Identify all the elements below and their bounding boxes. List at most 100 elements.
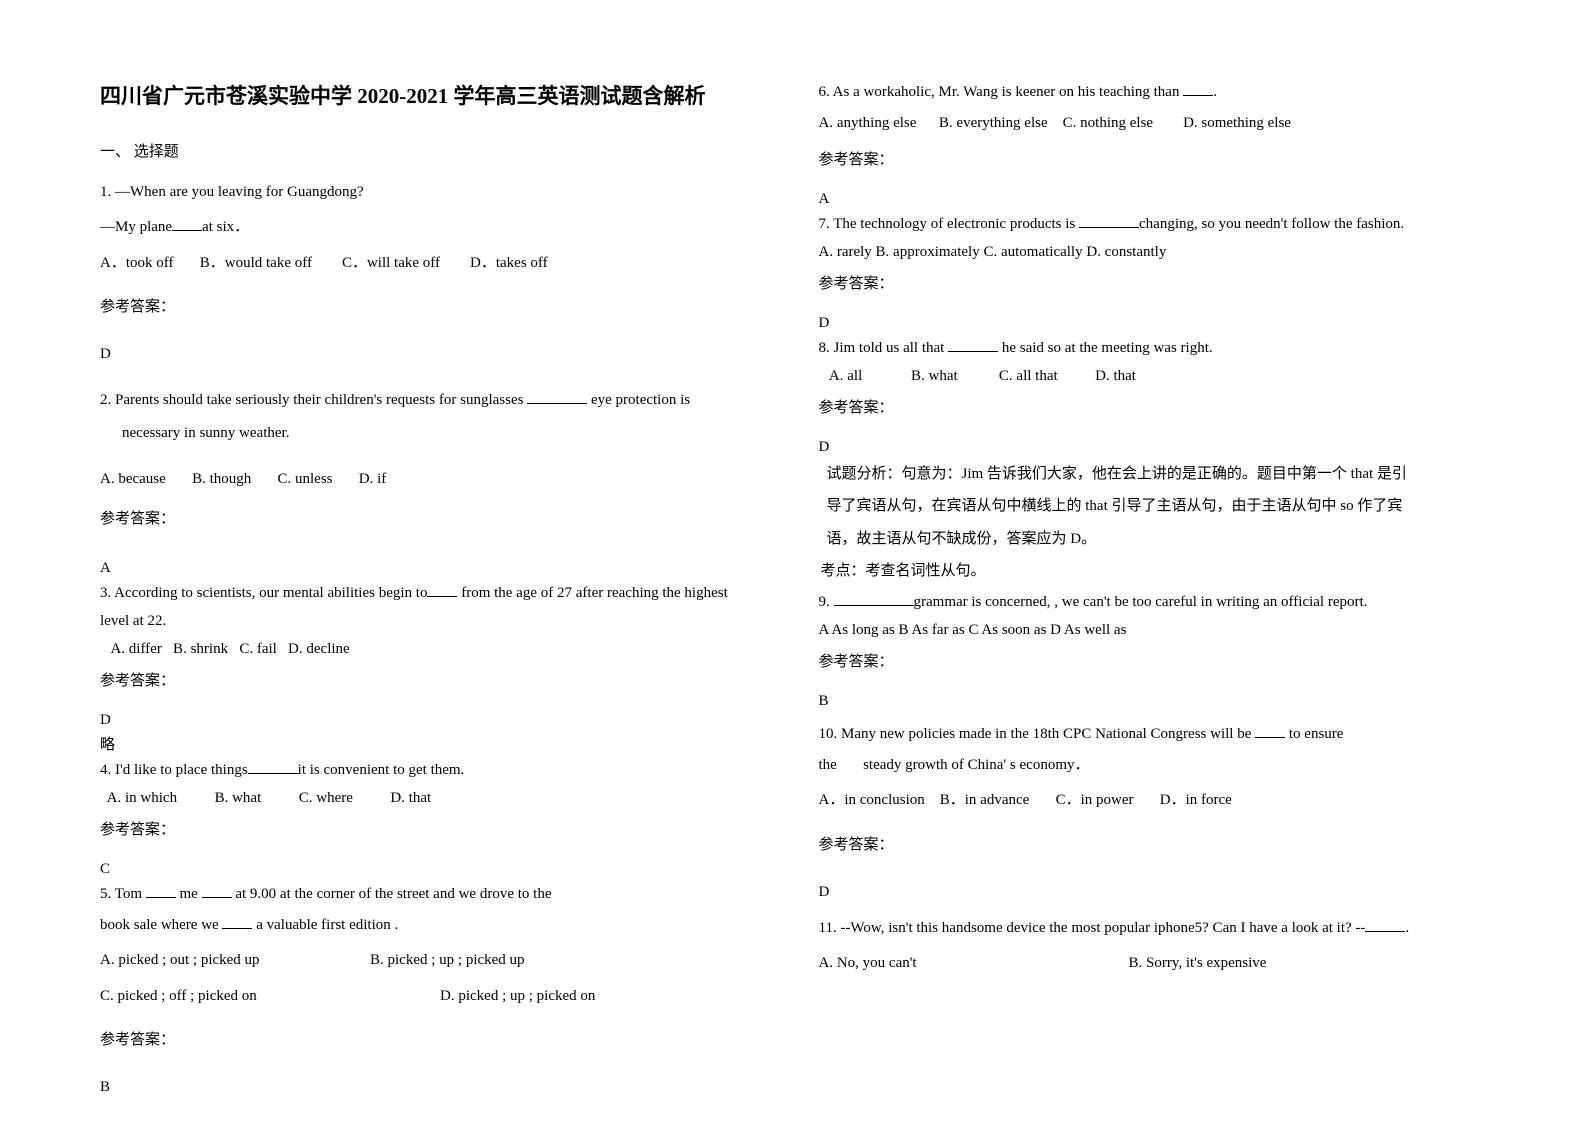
q10-answer: D [819, 884, 1498, 901]
q9-line1b: grammar is concerned, , we can't be too … [914, 594, 1368, 610]
blank [222, 915, 252, 929]
q5-options-row2: C. picked ; off ; picked on D. picked ; … [100, 981, 779, 1013]
q11-options: A. No, you can't B. Sorry, it's expensiv… [819, 948, 1498, 980]
q9-line1: 9. grammar is concerned, , we can't be t… [819, 590, 1498, 614]
q5-answer: B [100, 1079, 779, 1096]
q8-analysis3: 语，故主语从句不缺成份，答案应为 D。 [819, 525, 1498, 554]
q3-line1b: from the age of 27 after reaching the hi… [461, 585, 728, 601]
q7-line1-text: 7. The technology of electronic products… [819, 216, 1080, 232]
q9-answer: B [819, 693, 1498, 710]
q1-optA: A．took off [100, 255, 173, 271]
left-column: 四川省广元市苍溪实验中学 2020-2021 学年高三英语测试题含解析 一、 选… [100, 80, 779, 1082]
q5-line2: book sale where we a valuable first edit… [100, 910, 779, 942]
q1-line1: 1. —When are you leaving for Guangdong? [100, 177, 779, 209]
blank [1183, 82, 1213, 96]
q4-line1-text: 4. I'd like to place things [100, 762, 248, 778]
q1-options: A．took off B．would take off C．will take … [100, 248, 779, 280]
section-heading: 一、 选择题 [100, 140, 779, 161]
q5-line2b: a valuable first edition . [252, 917, 398, 933]
q1-answer-label: 参考答案： [100, 295, 779, 316]
q9-line1-text: 9. [819, 594, 834, 610]
q2-optC: C. unless [278, 471, 333, 487]
q4-options: A. in which B. what C. where D. that [100, 786, 779, 810]
q10-line1b: to ensure [1285, 726, 1343, 742]
q2-options: A. because B. though C. unless D. if [100, 467, 779, 491]
q3-opts: A. differ B. shrink C. fail D. decline [110, 641, 349, 657]
q10-optB: B．in advance [940, 792, 1030, 808]
blank [1079, 214, 1139, 228]
q5-optD: D. picked ; up ; picked on [440, 981, 595, 1013]
q11-optA: A. No, you can't [819, 948, 1129, 980]
q6-options: A. anything else B. everything else C. n… [819, 108, 1498, 140]
q3-answer-label: 参考答案： [100, 669, 779, 690]
q1-optB: B．would take off [200, 255, 312, 271]
q11-line1: 11. --Wow, isn't this handsome device th… [819, 913, 1498, 945]
q8-answer-label: 参考答案： [819, 396, 1498, 417]
q10-optA: A．in conclusion [819, 792, 925, 808]
q10-optC: C．in power [1056, 792, 1134, 808]
q1-optC: C．will take off [342, 255, 440, 271]
q11-line1-text: 11. --Wow, isn't this handsome device th… [819, 920, 1366, 936]
q1-line2: —My planeat six． [100, 212, 779, 244]
q2-line1b: eye protection is [591, 392, 690, 408]
q5-answer-label: 参考答案： [100, 1028, 779, 1049]
q11-line1b: . [1405, 920, 1409, 936]
q2-answer: A [100, 560, 779, 577]
q10-optD: D．in force [1160, 792, 1232, 808]
q8-options: A. all B. what C. all that D. that [819, 364, 1498, 388]
q5-optA: A. picked ; out ; picked up [100, 945, 370, 977]
q10-answer-label: 参考答案： [819, 833, 1498, 854]
q1-answer: D [100, 346, 779, 363]
blank [172, 217, 202, 231]
q8-line1: 8. Jim told us all that he said so at th… [819, 336, 1498, 360]
q4-line1: 4. I'd like to place thingsit is conveni… [100, 758, 779, 782]
blank [527, 390, 587, 404]
q11-optB: B. Sorry, it's expensive [1129, 948, 1267, 980]
q4-answer-label: 参考答案： [100, 818, 779, 839]
q7-answer: D [819, 315, 1498, 332]
q3-line1: 3. According to scientists, our mental a… [100, 581, 779, 605]
q9-options: A As long as B As far as C As soon as D … [819, 618, 1498, 642]
q3-note: 略 [100, 733, 779, 754]
q2-optB: B. though [192, 471, 251, 487]
q1-optD: D．takes off [470, 255, 548, 271]
q2-answer-label: 参考答案： [100, 507, 779, 528]
q5-options-row1: A. picked ; out ; picked up B. picked ; … [100, 945, 779, 977]
q6-answer: A [819, 191, 1498, 208]
q8-analysis2: 导了宾语从句，在宾语从句中横线上的 that 引导了主语从句，由于主语从句中 s… [819, 492, 1498, 521]
q5-optB: B. picked ; up ; picked up [370, 945, 525, 977]
q6-answer-label: 参考答案： [819, 148, 1498, 169]
right-column: 6. As a workaholic, Mr. Wang is keener o… [819, 80, 1498, 1082]
q5-line1a: 5. Tom [100, 886, 146, 902]
q8-analysis4: 考点：考查名词性从句。 [819, 557, 1498, 586]
q6-optB: B. everything else [939, 115, 1048, 131]
blank [146, 884, 176, 898]
q3-line2: level at 22. [100, 609, 779, 633]
q5-line1: 5. Tom me at 9.00 at the corner of the s… [100, 882, 779, 906]
q7-options: A. rarely B. approximately C. automatica… [819, 240, 1498, 264]
q3-line1-text: 3. According to scientists, our mental a… [100, 585, 427, 601]
q10-line2: the steady growth of China' s economy． [819, 750, 1498, 782]
blank [427, 583, 457, 597]
q9-answer-label: 参考答案： [819, 650, 1498, 671]
q8-line1b: he said so at the meeting was right. [998, 340, 1213, 356]
q5-line2a: book sale where we [100, 917, 222, 933]
blank [202, 884, 232, 898]
page-title: 四川省广元市苍溪实验中学 2020-2021 学年高三英语测试题含解析 [100, 80, 779, 114]
q2-line1-text: 2. Parents should take seriously their c… [100, 392, 523, 408]
q8-analysis1: 试题分析：句意为：Jim 告诉我们大家，他在会上讲的是正确的。题目中第一个 th… [819, 460, 1498, 489]
q10-line1: 10. Many new policies made in the 18th C… [819, 722, 1498, 746]
q4-answer: C [100, 861, 779, 878]
q6-line1-text: 6. As a workaholic, Mr. Wang is keener o… [819, 84, 1184, 100]
q6-optC: C. nothing else [1063, 115, 1153, 131]
q1-line2b: at six． [202, 219, 249, 235]
q3-answer: D [100, 712, 779, 729]
q5-line1c: at 9.00 at the corner of the street and … [232, 886, 552, 902]
q10-line1-text: 10. Many new policies made in the 18th C… [819, 726, 1256, 742]
q7-line1b: changing, so you needn't follow the fash… [1139, 216, 1404, 232]
blank [248, 760, 298, 774]
q8-line1-text: 8. Jim told us all that [819, 340, 949, 356]
blank [948, 338, 998, 352]
q8-answer: D [819, 439, 1498, 456]
blank [834, 592, 914, 606]
